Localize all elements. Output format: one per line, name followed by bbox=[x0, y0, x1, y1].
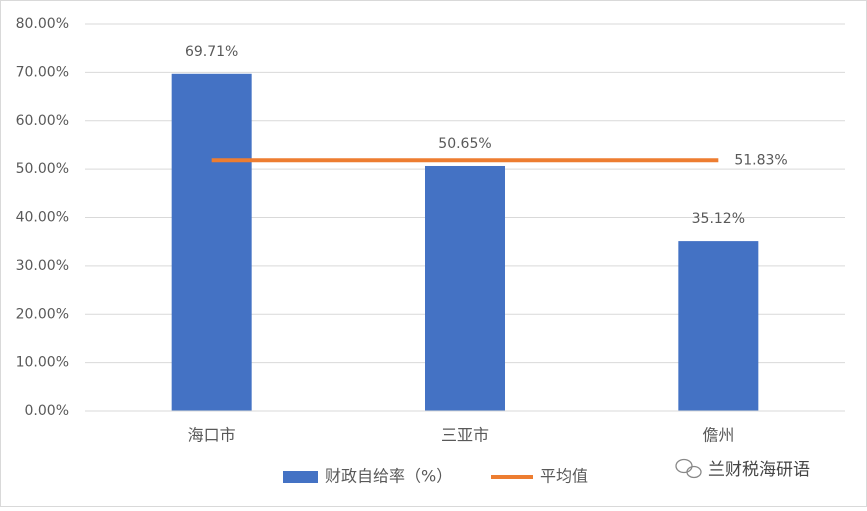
y-tick-label: 20.00% bbox=[16, 306, 69, 322]
data-label: 50.65% bbox=[438, 136, 491, 152]
y-tick-label: 50.00% bbox=[16, 161, 69, 177]
y-tick-label: 80.00% bbox=[16, 16, 69, 32]
bar bbox=[425, 165, 505, 411]
legend-label: 平均值 bbox=[540, 467, 588, 486]
x-tick-label: 三亚市 bbox=[441, 426, 489, 445]
y-tick-label: 40.00% bbox=[16, 210, 69, 226]
y-tick-label: 70.00% bbox=[16, 64, 69, 80]
y-tick-label: 60.00% bbox=[16, 113, 69, 129]
watermark: 兰财税海研语 bbox=[708, 460, 810, 480]
y-tick-label: 30.00% bbox=[16, 258, 69, 274]
y-tick-label: 0.00% bbox=[25, 403, 69, 419]
legend-label: 财政自给率（%） bbox=[325, 467, 452, 486]
legend-swatch bbox=[283, 471, 318, 483]
x-tick-label: 儋州 bbox=[702, 426, 734, 445]
y-tick-label: 10.00% bbox=[16, 355, 69, 371]
x-tick-label: 海口市 bbox=[188, 426, 236, 445]
data-label: 51.83% bbox=[734, 152, 787, 168]
bar bbox=[171, 73, 252, 411]
data-label: 69.71% bbox=[185, 44, 238, 60]
bar bbox=[678, 241, 759, 411]
watermark-icon bbox=[675, 458, 702, 479]
data-label: 35.12% bbox=[692, 211, 745, 227]
